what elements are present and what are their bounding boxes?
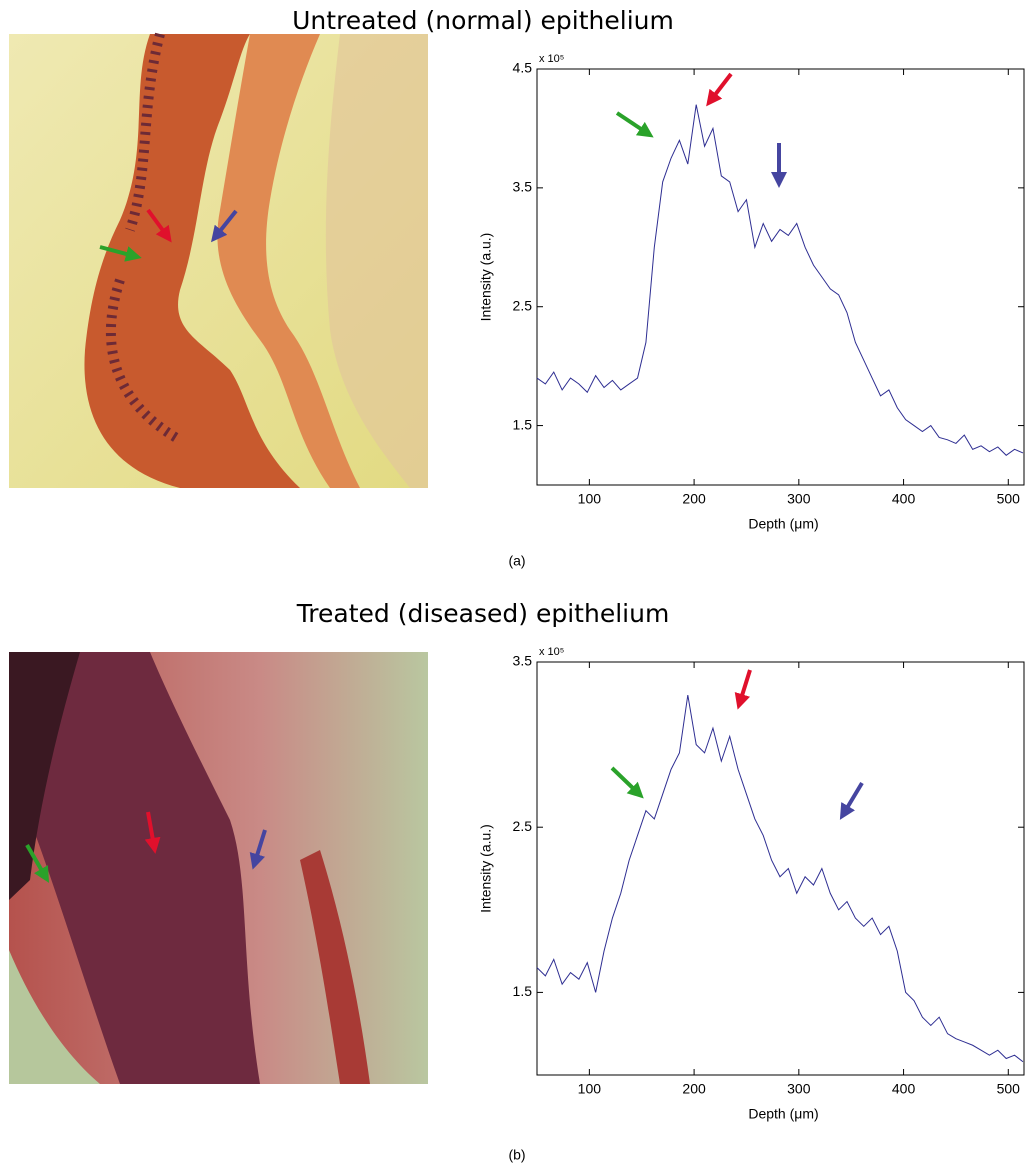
x-axis-label: Depth (μm) bbox=[748, 1106, 818, 1122]
data-line bbox=[536, 694, 1024, 1063]
chart-title: Treated (diseased) epithelium bbox=[296, 599, 670, 628]
chart: Treated (diseased) epithelium (b) 100 200 30… bbox=[296, 599, 1025, 1163]
x-tick-label: 500 bbox=[997, 1081, 1021, 1097]
y-tick-label: 3.5 bbox=[513, 653, 533, 669]
histology-image-a bbox=[9, 32, 428, 488]
y-tick-label: 3.5 bbox=[513, 179, 533, 195]
y-tick-label: 4.5 bbox=[513, 60, 533, 76]
x-tick-label: 100 bbox=[578, 491, 602, 507]
plot-frame bbox=[536, 661, 1025, 1076]
plot-frame bbox=[536, 68, 1025, 486]
x-axis-label: Depth (μm) bbox=[748, 516, 818, 532]
y-multiplier: x 10⁵ bbox=[539, 53, 564, 65]
x-tick-label: 200 bbox=[682, 1081, 706, 1097]
y-tick-label: 2.5 bbox=[513, 297, 533, 313]
x-tick-label: 100 bbox=[578, 1081, 602, 1097]
histology-image-b bbox=[9, 652, 428, 1084]
x-tick-label: 200 bbox=[682, 491, 706, 507]
x-tick-label: 300 bbox=[787, 491, 811, 507]
data-line bbox=[536, 104, 1024, 456]
panel-label: (a) bbox=[508, 553, 525, 569]
chart-arrows bbox=[610, 72, 864, 820]
x-tick-label: 300 bbox=[787, 1081, 811, 1097]
x-tick-label: 400 bbox=[892, 1081, 916, 1097]
y-multiplier: x 10⁵ bbox=[539, 646, 564, 658]
y-axis-label: Intensity (a.u.) bbox=[478, 824, 494, 913]
x-tick-label: 400 bbox=[892, 491, 916, 507]
chart-title: Untreated (normal) epithelium bbox=[292, 6, 674, 35]
y-axis-label: Intensity (a.u.) bbox=[478, 233, 494, 322]
y-tick-label: 2.5 bbox=[513, 818, 533, 834]
x-tick-label: 500 bbox=[997, 491, 1021, 507]
y-tick-label: 1.5 bbox=[513, 983, 533, 999]
panel-label: (b) bbox=[508, 1147, 525, 1163]
chart: Untreated (normal) epithelium (a) 100 200 30… bbox=[292, 6, 1025, 569]
y-tick-label: 1.5 bbox=[513, 416, 533, 432]
